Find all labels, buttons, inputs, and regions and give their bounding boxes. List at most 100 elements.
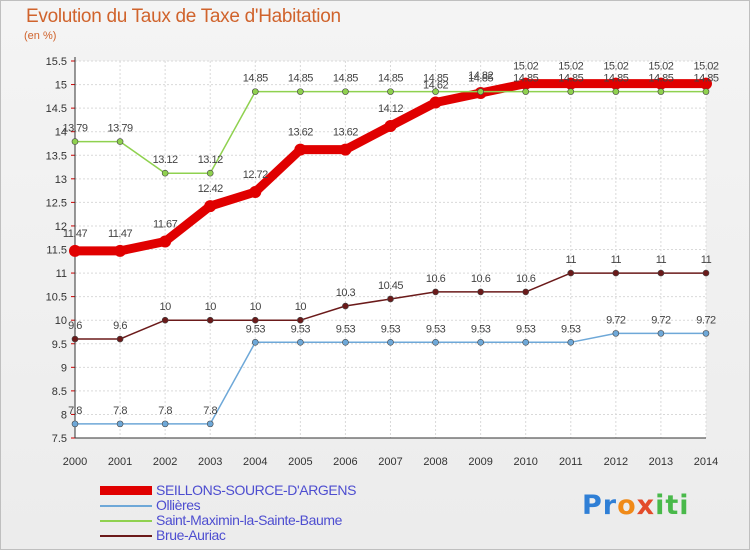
data-point-brue-auriac — [206, 316, 214, 324]
data-label-seillons: 13.62 — [288, 127, 313, 139]
data-label-brue-auriac: 10.6 — [516, 273, 536, 285]
data-point-saint-maximin — [251, 88, 259, 95]
y-tick-label: 9.5 — [52, 339, 67, 351]
data-point-ollieres — [116, 420, 124, 428]
data-point-seillons — [249, 186, 262, 199]
x-tick-label: 2003 — [198, 456, 222, 468]
data-label-saint-maximin: 13.12 — [153, 154, 178, 166]
data-point-saint-maximin — [387, 88, 394, 95]
data-point-seillons — [519, 77, 532, 90]
data-label-seillons: 11.47 — [63, 228, 88, 240]
y-tick-label: 13 — [55, 174, 67, 186]
data-point-ollieres — [657, 330, 665, 337]
data-label-seillons: 15.02 — [513, 61, 538, 73]
x-tick-label: 2001 — [108, 456, 132, 468]
data-label-brue-auriac: 10.3 — [336, 287, 356, 299]
data-point-ollieres — [342, 339, 349, 346]
data-label-ollieres: 9.72 — [696, 314, 716, 326]
data-label-ollieres: 7.8 — [113, 405, 127, 417]
data-label-ollieres: 9.53 — [381, 323, 401, 335]
data-point-brue-auriac — [387, 295, 394, 303]
y-tick-label: 15.5 — [46, 56, 67, 68]
data-point-seillons — [429, 96, 442, 109]
data-point-saint-maximin — [702, 88, 710, 95]
data-label-seillons: 15.02 — [603, 61, 628, 73]
data-point-saint-maximin — [432, 88, 439, 95]
data-label-saint-maximin: 14.85 — [288, 73, 313, 85]
data-point-saint-maximin — [116, 138, 124, 145]
chart-subtitle: (en %) — [24, 30, 57, 42]
data-label-seillons: 15.02 — [648, 61, 673, 73]
data-point-seillons — [384, 120, 397, 133]
data-point-ollieres — [432, 339, 439, 346]
data-point-ollieres — [612, 330, 620, 337]
y-tick-label: 11 — [56, 268, 67, 280]
data-label-saint-maximin: 14.85 — [513, 73, 538, 85]
x-tick-label: 2000 — [63, 456, 87, 468]
y-tick-label: 14 — [55, 127, 67, 139]
x-tick-label: 2004 — [243, 456, 267, 468]
data-point-saint-maximin — [71, 138, 79, 145]
data-point-brue-auriac — [116, 335, 124, 343]
data-label-brue-auriac: 10 — [250, 301, 262, 313]
data-point-seillons — [114, 244, 127, 257]
data-label-seillons: 13.62 — [333, 127, 358, 139]
y-tick-label: 10.5 — [46, 292, 67, 304]
data-point-saint-maximin — [342, 88, 349, 95]
data-label-saint-maximin: 13.79 — [62, 123, 87, 135]
legend-label-saint-maximin: Saint-Maximin-la-Sainte-Baume — [156, 512, 343, 528]
legend-swatch-ollieres — [100, 505, 152, 507]
x-tick-label: 2006 — [333, 456, 357, 468]
data-point-saint-maximin — [206, 169, 214, 177]
x-tick-label: 2008 — [423, 456, 447, 468]
data-point-ollieres — [71, 420, 79, 428]
grid — [74, 60, 707, 439]
axes: 7.5 8 8.5 9 9.5 10 10.5 11 11.5 12 12.5 13 13.5 14 14.… — [46, 56, 719, 468]
data-label-ollieres: 9.53 — [246, 323, 266, 335]
y-tick-label: 12.5 — [46, 197, 67, 209]
data-label-saint-maximin: 14.85 — [558, 73, 583, 85]
data-label-ollieres: 9.53 — [291, 323, 311, 335]
data-label-ollieres: 9.53 — [516, 323, 536, 335]
data-point-brue-auriac — [297, 316, 304, 324]
data-point-ollieres — [702, 330, 710, 337]
x-tick-label: 2009 — [468, 456, 492, 468]
y-tick-label: 10 — [55, 315, 67, 327]
data-label-brue-auriac: 11 — [611, 254, 622, 266]
data-label-seillons: 14.82 — [468, 70, 493, 82]
x-tick-label: 2010 — [513, 456, 537, 468]
data-label-brue-auriac: 11 — [701, 254, 712, 266]
data-point-seillons — [69, 244, 81, 257]
data-point-brue-auriac — [612, 269, 620, 277]
data-point-brue-auriac — [342, 302, 349, 310]
data-label-saint-maximin: 13.12 — [198, 154, 223, 166]
y-tick-label: 14.5 — [46, 103, 67, 115]
data-label-saint-maximin: 14.85 — [423, 73, 448, 85]
chart-title: Evolution du Taux de Taxe d'Habitation — [26, 6, 341, 27]
data-point-seillons — [204, 200, 217, 213]
data-label-brue-auriac: 10.6 — [471, 273, 491, 285]
data-label-seillons: 12.72 — [243, 169, 268, 181]
data-label-seillons: 14.62 — [423, 79, 448, 91]
data-point-ollieres — [161, 420, 169, 428]
data-point-ollieres — [522, 339, 530, 346]
x-tick-label: 2014 — [694, 456, 718, 468]
legend-label-ollieres: Ollières — [156, 497, 201, 513]
data-label-ollieres: 9.72 — [606, 314, 626, 326]
data-point-brue-auriac — [432, 288, 439, 296]
data-label-seillons: 11.67 — [153, 218, 178, 230]
data-label-brue-auriac: 9.6 — [113, 320, 127, 332]
legend-swatch-seillons — [100, 486, 152, 495]
data-point-brue-auriac — [71, 335, 79, 343]
x-tick-label: 2005 — [288, 456, 312, 468]
data-point-saint-maximin — [522, 88, 530, 95]
y-tick-label: 12 — [55, 221, 67, 233]
data-label-saint-maximin: 13.79 — [108, 123, 133, 135]
data-point-seillons — [294, 143, 307, 156]
data-label-seillons: 12.42 — [198, 183, 223, 195]
y-tick-label: 9 — [61, 362, 67, 374]
data-point-seillons — [339, 143, 352, 156]
data-label-ollieres: 7.8 — [203, 405, 217, 417]
x-tick-label: 2002 — [153, 456, 177, 468]
data-point-seillons — [609, 77, 622, 90]
